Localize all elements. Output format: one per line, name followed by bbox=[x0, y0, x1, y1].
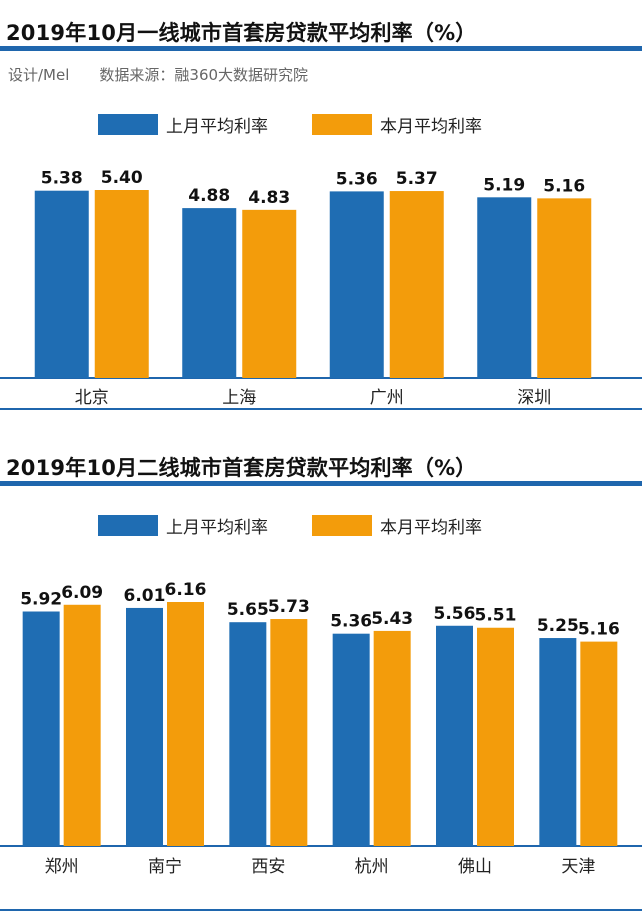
chart-2-category-label: 佛山 bbox=[458, 857, 492, 877]
chart-2-bar-last-month bbox=[436, 625, 473, 846]
chart-1-data-label: 5.38 bbox=[41, 169, 83, 189]
chart-2-bar-last-month bbox=[126, 607, 163, 846]
chart-1-bar-this-month bbox=[389, 191, 444, 378]
chart-2-data-label: 5.65 bbox=[227, 600, 269, 620]
chart-1-bar-this-month bbox=[242, 209, 297, 378]
chart-2-bar-last-month bbox=[22, 611, 60, 846]
chart-2-data-label: 5.16 bbox=[578, 620, 620, 640]
chart-1-category-label: 深圳 bbox=[517, 388, 551, 408]
chart-2-legend-label-last-month: 上月平均利率 bbox=[166, 518, 268, 538]
chart-2-data-label: 6.16 bbox=[165, 580, 207, 600]
chart-2-bar-this-month bbox=[63, 604, 101, 846]
chart-1-legend-swatch-orange bbox=[312, 114, 372, 135]
chart-2-legend-swatch-orange bbox=[312, 515, 372, 536]
chart-2-legend: 上月平均利率 本月平均利率 bbox=[98, 513, 522, 538]
chart-1-legend-label-this-month: 本月平均利率 bbox=[380, 117, 482, 137]
chart-1-bar-last-month bbox=[182, 208, 237, 378]
chart-1-title: 2019年10月一线城市首套房贷款平均利率（%） bbox=[6, 21, 477, 45]
chart-2-legend-swatch-blue bbox=[98, 515, 158, 536]
chart-1-data-label: 4.83 bbox=[248, 188, 290, 208]
chart-2-data-label: 5.51 bbox=[475, 606, 517, 626]
chart-2-data-label: 6.09 bbox=[61, 583, 103, 603]
chart-2-bar-this-month bbox=[580, 641, 618, 846]
design-credit: 设计/Mel bbox=[8, 66, 70, 84]
chart-1-data-label: 5.40 bbox=[101, 168, 143, 188]
chart-1-legend-label-last-month: 上月平均利率 bbox=[166, 117, 268, 137]
chart-2-bar-this-month bbox=[477, 627, 514, 846]
chart-2-bar-last-month bbox=[332, 633, 370, 846]
chart-1-data-label: 5.37 bbox=[396, 169, 438, 189]
chart-1-bar-this-month bbox=[94, 190, 149, 378]
chart-2-category-label: 郑州 bbox=[45, 857, 79, 877]
chart-1-plot: 5.38 5.40 北京 4.88 4.83 上海 5.36 5.37 广州 5.19 5.16 深圳 bbox=[0, 168, 642, 410]
chart-2-bar-this-month bbox=[167, 602, 204, 846]
chart-1-bar-last-month bbox=[34, 190, 89, 378]
chart-2-category-label: 天津 bbox=[561, 857, 595, 877]
chart-1-category-label: 广州 bbox=[370, 388, 404, 408]
chart-2-data-label: 5.43 bbox=[371, 609, 413, 629]
chart-2-legend-label-this-month: 本月平均利率 bbox=[380, 518, 482, 538]
chart-2-data-label: 5.56 bbox=[434, 604, 476, 624]
data-source: 数据来源：融360大数据研究院 bbox=[99, 66, 309, 84]
chart-2-category-label: 杭州 bbox=[355, 857, 389, 877]
chart-2-bar-last-month bbox=[229, 622, 267, 846]
chart-1-legend-last-month: 上月平均利率 bbox=[98, 112, 268, 137]
chart-2-title-rule bbox=[0, 481, 642, 486]
chart-2-data-label: 5.92 bbox=[20, 590, 62, 610]
chart-1-data-label: 5.19 bbox=[483, 175, 525, 195]
chart-2-bar-this-month bbox=[270, 619, 308, 846]
chart-2-data-label: 5.25 bbox=[537, 616, 579, 636]
meta-line: 设计/Mel 数据来源：融360大数据研究院 bbox=[8, 64, 338, 85]
chart-1-bar-this-month bbox=[537, 198, 592, 378]
chart-1-bar-last-month bbox=[477, 197, 532, 378]
chart-2-bar-this-month bbox=[373, 630, 411, 846]
chart-1-legend-this-month: 本月平均利率 bbox=[312, 112, 482, 137]
chart-2-data-label: 6.01 bbox=[124, 586, 166, 606]
chart-1-data-label: 5.16 bbox=[543, 176, 585, 196]
chart-2-legend-last-month: 上月平均利率 bbox=[98, 513, 268, 538]
chart-1-bar-last-month bbox=[329, 191, 384, 378]
chart-1-data-label: 4.88 bbox=[188, 186, 230, 206]
chart-2-data-label: 5.73 bbox=[268, 597, 310, 617]
chart-1-legend-swatch-blue bbox=[98, 114, 158, 135]
chart-2-plot: 5.92 6.09 郑州 6.01 6.16 南宁 5.65 5.73 西安 5.36 5.43 杭州… bbox=[0, 580, 642, 911]
chart-1-legend: 上月平均利率 本月平均利率 bbox=[98, 112, 522, 137]
chart-1-title-rule bbox=[0, 46, 642, 51]
chart-2-legend-this-month: 本月平均利率 bbox=[312, 513, 482, 538]
chart-1-data-label: 5.36 bbox=[336, 169, 378, 189]
chart-2-category-label: 南宁 bbox=[148, 857, 182, 877]
chart-2-bar-last-month bbox=[539, 638, 577, 846]
chart-2-category-label: 西安 bbox=[251, 857, 285, 877]
chart-2-data-label: 5.36 bbox=[330, 612, 372, 632]
chart-1-category-label: 上海 bbox=[222, 388, 256, 408]
chart-2-title: 2019年10月二线城市首套房贷款平均利率（%） bbox=[6, 456, 477, 480]
chart-1-category-label: 北京 bbox=[75, 388, 109, 408]
